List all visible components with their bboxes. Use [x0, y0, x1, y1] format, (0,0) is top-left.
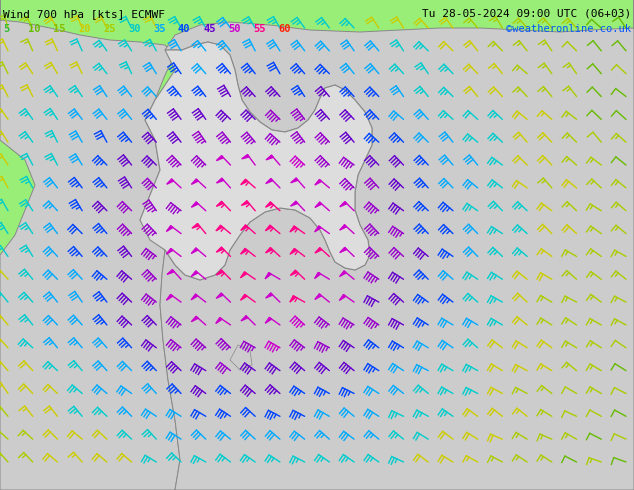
Polygon shape: [240, 248, 247, 254]
Polygon shape: [191, 317, 198, 322]
Polygon shape: [167, 179, 174, 184]
Polygon shape: [240, 294, 247, 300]
Polygon shape: [290, 201, 298, 206]
Polygon shape: [314, 294, 321, 299]
Polygon shape: [167, 270, 174, 274]
Polygon shape: [340, 247, 347, 253]
Polygon shape: [290, 226, 296, 232]
Text: 35: 35: [153, 24, 165, 34]
Text: 45: 45: [203, 24, 216, 34]
Polygon shape: [166, 248, 173, 254]
Polygon shape: [266, 202, 273, 207]
Text: 20: 20: [78, 24, 91, 34]
Polygon shape: [241, 179, 247, 185]
Polygon shape: [340, 202, 347, 207]
Polygon shape: [241, 316, 248, 321]
Polygon shape: [191, 248, 198, 253]
Polygon shape: [216, 293, 223, 298]
Polygon shape: [191, 179, 198, 184]
Text: 10: 10: [28, 24, 41, 34]
Polygon shape: [266, 293, 273, 298]
Polygon shape: [315, 179, 321, 185]
Polygon shape: [216, 201, 223, 206]
Text: 40: 40: [178, 24, 190, 34]
Polygon shape: [0, 0, 180, 490]
Polygon shape: [291, 178, 298, 183]
Text: 50: 50: [228, 24, 240, 34]
Polygon shape: [191, 294, 198, 300]
Polygon shape: [230, 345, 252, 370]
Polygon shape: [339, 271, 346, 276]
Polygon shape: [166, 226, 173, 231]
Polygon shape: [191, 202, 198, 207]
Text: Wind 700 hPa [kts] ECMWF: Wind 700 hPa [kts] ECMWF: [3, 9, 165, 19]
Text: Tu 28-05-2024 09:00 UTC (06+03): Tu 28-05-2024 09:00 UTC (06+03): [422, 9, 631, 19]
Polygon shape: [216, 156, 223, 161]
Polygon shape: [240, 272, 247, 278]
Polygon shape: [266, 155, 273, 160]
Text: 5: 5: [3, 24, 10, 34]
Polygon shape: [314, 226, 321, 232]
Polygon shape: [290, 248, 297, 254]
Polygon shape: [266, 247, 273, 253]
Polygon shape: [216, 318, 222, 323]
Polygon shape: [290, 296, 295, 302]
Polygon shape: [216, 178, 224, 183]
Text: 30: 30: [128, 24, 141, 34]
Polygon shape: [191, 271, 198, 276]
Polygon shape: [266, 178, 273, 184]
Text: 60: 60: [278, 24, 290, 34]
Polygon shape: [265, 318, 271, 323]
Polygon shape: [216, 247, 223, 252]
Polygon shape: [290, 270, 297, 275]
Polygon shape: [192, 223, 199, 228]
Polygon shape: [166, 294, 173, 300]
Polygon shape: [140, 42, 372, 280]
Polygon shape: [160, 0, 634, 490]
Polygon shape: [315, 248, 322, 253]
Text: ©weatheronline.co.uk: ©weatheronline.co.uk: [506, 24, 631, 34]
Text: 25: 25: [103, 24, 115, 34]
Text: 55: 55: [253, 24, 266, 34]
Polygon shape: [216, 270, 223, 275]
Polygon shape: [340, 225, 347, 230]
Polygon shape: [216, 225, 223, 231]
Polygon shape: [339, 294, 346, 300]
Polygon shape: [265, 273, 271, 279]
Polygon shape: [242, 155, 249, 159]
Polygon shape: [241, 225, 247, 230]
Text: 15: 15: [53, 24, 65, 34]
Polygon shape: [266, 225, 272, 231]
Polygon shape: [315, 202, 321, 208]
Polygon shape: [242, 201, 249, 205]
Polygon shape: [314, 272, 321, 279]
